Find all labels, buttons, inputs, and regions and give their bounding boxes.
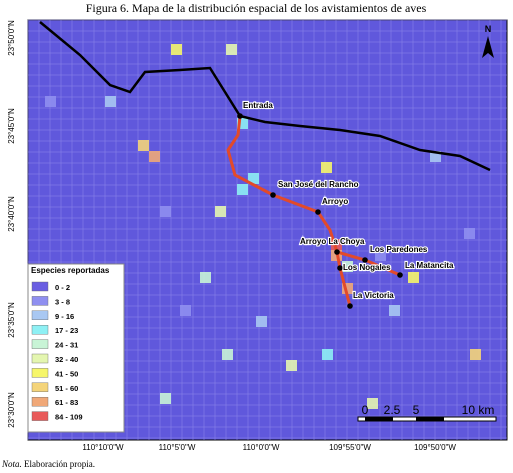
lon-label: 110°5'0"W xyxy=(159,443,196,452)
cell xyxy=(171,44,182,55)
cell xyxy=(226,44,237,55)
legend-swatch xyxy=(31,339,49,349)
cell xyxy=(375,250,386,261)
place-label: La Matancita xyxy=(405,261,454,270)
cell xyxy=(286,360,297,371)
scale-label: 2.5 xyxy=(384,403,401,417)
lon-label: 110°10'0"W xyxy=(82,443,124,452)
legend-label: 9 - 16 xyxy=(55,312,74,321)
scale-label: 0 xyxy=(362,403,369,417)
cell xyxy=(160,206,171,217)
cell xyxy=(321,162,332,173)
cell xyxy=(215,206,226,217)
north-arrow: N xyxy=(482,24,494,58)
cell xyxy=(408,272,419,283)
lat-label: 23°40'0"N xyxy=(7,196,16,232)
cell xyxy=(237,118,248,129)
cell xyxy=(248,173,259,184)
lon-label: 109°50'0"W xyxy=(414,443,456,452)
cell xyxy=(322,349,333,360)
legend-swatch xyxy=(31,411,49,421)
legend-title: Especies reportadas xyxy=(31,266,110,275)
place-marker xyxy=(347,303,353,309)
place-marker xyxy=(362,257,368,263)
lat-label: 23°45'0"N xyxy=(7,108,16,144)
route xyxy=(226,115,352,307)
legend-swatch xyxy=(31,325,49,335)
place-marker xyxy=(334,249,340,255)
cell xyxy=(45,96,56,107)
cell xyxy=(138,140,149,151)
coordinates: 23°50'0"N 23°45'0"N 23°40'0"N 23°35'0"N 23°3… xyxy=(7,20,456,452)
legend-label: 3 - 8 xyxy=(55,297,70,306)
legend-swatch xyxy=(31,397,49,407)
scale-label: 10 km xyxy=(462,403,495,417)
legend-swatch xyxy=(31,296,49,306)
legend-label: 41 - 50 xyxy=(55,369,78,378)
place-marker xyxy=(397,272,403,278)
place-label: La Victoria xyxy=(353,291,394,300)
scale-bar: 0 2.5 5 10 km xyxy=(357,403,497,422)
legend-label: 84 - 109 xyxy=(55,413,83,422)
place-marker xyxy=(237,113,243,119)
note: Nota. Elaboración propia. xyxy=(1,459,95,469)
legend: Especies reportadas 0 - 2 3 - 8 9 - 16 17 -… xyxy=(27,263,125,433)
place-label: Arroyo xyxy=(322,197,348,206)
cell xyxy=(470,349,481,360)
cell xyxy=(342,261,353,272)
legend-swatch xyxy=(31,382,49,392)
cell xyxy=(180,305,191,316)
cell xyxy=(200,272,211,283)
place-marker xyxy=(270,192,276,198)
place-marker xyxy=(315,209,321,215)
lon-label: 109°55'0"W xyxy=(329,443,371,452)
legend-label: 17 - 23 xyxy=(55,326,78,335)
legend-swatch xyxy=(31,310,49,320)
legend-label: 32 - 40 xyxy=(55,355,78,364)
legend-label: 24 - 31 xyxy=(55,341,78,350)
legend-label: 51 - 60 xyxy=(55,384,78,393)
north-label: N xyxy=(485,24,492,34)
cell xyxy=(331,239,342,250)
cell xyxy=(342,283,353,294)
place-label: Arroyo La Choya xyxy=(300,237,365,246)
legend-swatch xyxy=(31,281,49,292)
note-prefix: Nota. xyxy=(1,459,22,469)
cell xyxy=(464,228,475,239)
legend-label: 0 - 2 xyxy=(55,283,70,292)
place-label: Los Nogales xyxy=(343,263,391,272)
places: Entrada San José del Rancho Arroyo Arroyo L… xyxy=(237,100,455,309)
place-label: San José del Rancho xyxy=(278,180,359,189)
cell xyxy=(222,349,233,360)
lon-label: 110°0'0"W xyxy=(243,443,280,452)
title: Figura 6. Mapa de la distribución espaci… xyxy=(86,1,427,15)
note-text: Elaboración propia. xyxy=(24,459,95,469)
cell xyxy=(149,151,160,162)
place-label: Los Paredones xyxy=(370,245,428,254)
cell xyxy=(256,316,267,327)
lat-label: 23°50'0"N xyxy=(7,20,16,56)
cell xyxy=(389,305,400,316)
lat-label: 23°30'0"N xyxy=(7,392,16,428)
cell xyxy=(367,398,378,409)
legend-swatch xyxy=(31,353,49,364)
legend-label: 61 - 83 xyxy=(55,398,78,407)
cell xyxy=(160,393,171,404)
lat-label: 23°35'0"N xyxy=(7,302,16,338)
place-label: Entrada xyxy=(243,101,273,110)
place-marker xyxy=(337,265,343,271)
legend-swatch xyxy=(31,368,49,378)
cell xyxy=(430,151,441,162)
cell xyxy=(237,184,248,195)
cell xyxy=(105,96,116,107)
scale-label: 5 xyxy=(413,403,420,417)
